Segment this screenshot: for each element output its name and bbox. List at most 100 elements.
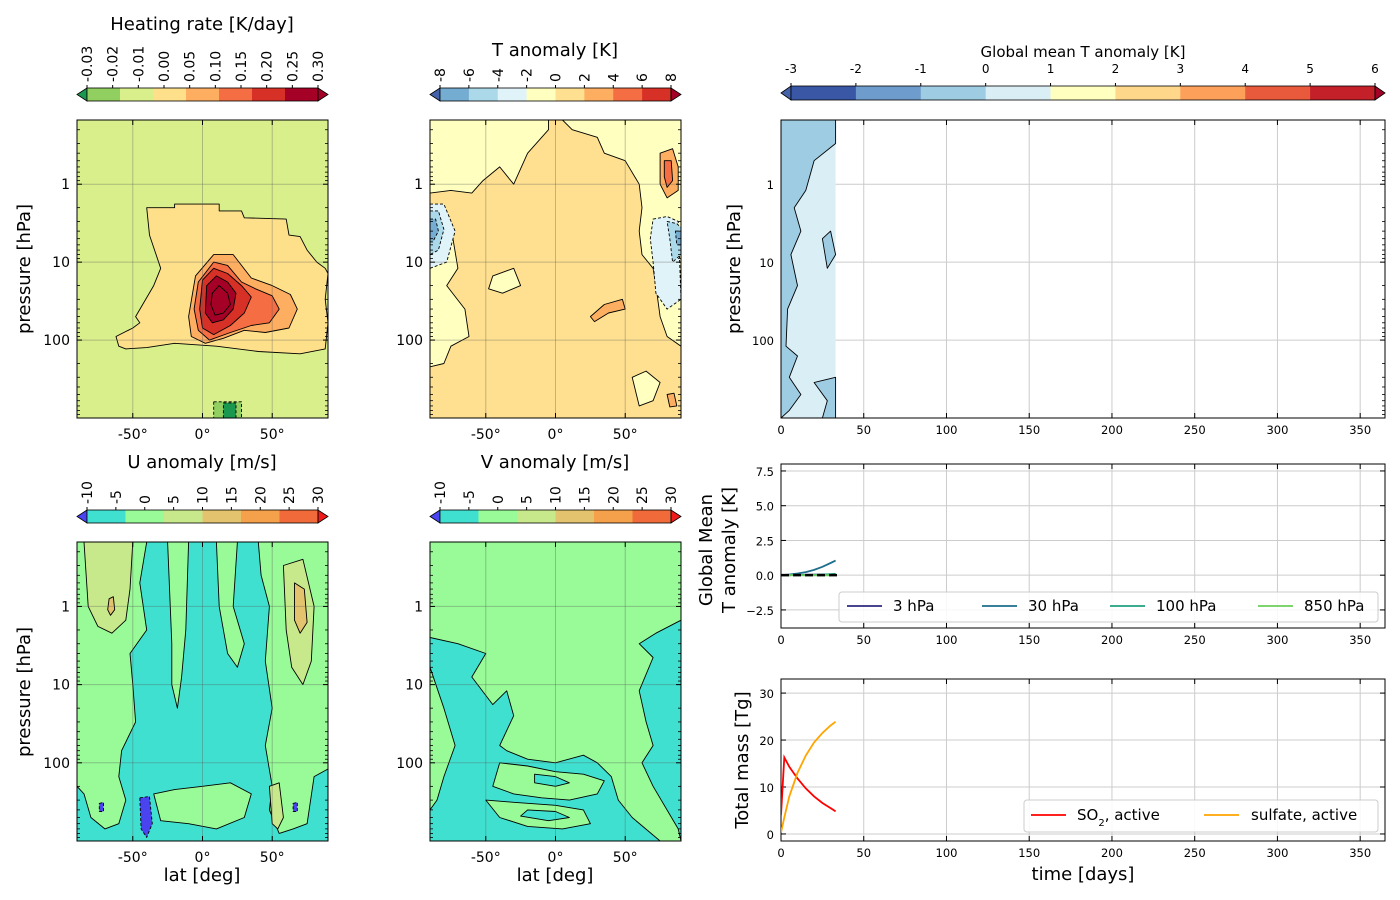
y-tick-label: 0 [767, 828, 774, 842]
colorbar-tick-label: 0.15 [234, 51, 250, 82]
legend: 3 hPa 30 hPa 100 hPa 850 hPa [838, 591, 1379, 623]
contour-level-2-to-4 [666, 392, 678, 408]
y-tick-label: 100 [396, 333, 423, 349]
v-anomaly-panel: -50° 0° 50° 1 10 100 -10 -5 0 5 10 15 20 25 30 V anomal… [396, 452, 682, 886]
colorbar-bin [252, 88, 286, 101]
colorbar-bin [517, 510, 556, 523]
y-tick-label: 1 [414, 599, 423, 615]
contour-level-4-to-6 [663, 160, 674, 188]
legend-label-1: sulfate, active [1251, 806, 1357, 824]
contour-level-minus5-to-0 [520, 809, 570, 822]
x-tick-label: 0 [777, 633, 784, 647]
x-tick-label: 150 [1018, 423, 1040, 437]
contour-level-0-to-minus2 [488, 267, 522, 294]
y-tick-label: 1 [61, 177, 70, 193]
colorbar-tick-label: 25 [635, 486, 651, 504]
colorbar-bin [920, 86, 987, 100]
x-tick-label: 50 [856, 846, 871, 860]
t-anomaly-panel: -50° 0° 50° 1 10 100 -8 -6 -4 -2 0 2 4 6 8 T anomaly [K… [396, 40, 682, 443]
colorbar-bin [87, 510, 126, 523]
colorbar-tick-label: -2 [850, 62, 862, 76]
colorbar: -0.03 -0.02 -0.01 0.00 0.05 0.10 0.15 0.20 0.25 0… [76, 46, 329, 102]
colorbar-tick-label: 6 [1371, 62, 1379, 76]
colorbar-bin [279, 510, 319, 523]
y-tick-label: 10 [405, 678, 423, 694]
colorbar-extend-max [670, 87, 682, 102]
colorbar-bin [555, 510, 595, 523]
colorbar-extend-min [76, 87, 88, 102]
contour-level-0-to-minus2 [430, 120, 549, 194]
x-axis-label: lat [deg] [517, 865, 594, 886]
colorbar-bin [584, 88, 614, 101]
colorbar-extend-min [429, 509, 441, 524]
colorbar-bin [1050, 86, 1116, 100]
y-tick-label: 7.5 [756, 465, 774, 479]
colorbar-tick-label: -1 [915, 62, 927, 76]
colorbar-tick-label: -10 [433, 481, 449, 504]
total-mass-panel: 0 50 100 150 200 250 300 350 0 10 20 30 SO2, active s… [732, 678, 1386, 885]
colorbar-extend-min [780, 85, 792, 101]
chart-title: T anomaly [K] [491, 40, 618, 61]
line-series-group [781, 559, 839, 577]
x-tick-label: 200 [1101, 633, 1123, 647]
x-tick-label: 0° [195, 427, 211, 443]
series-line-1 [781, 720, 837, 833]
colorbar-tick-label: 30 [664, 486, 680, 504]
colorbar-bin [440, 510, 479, 523]
legend-label-3: 850 hPa [1304, 597, 1364, 615]
y-tick-label: 20 [759, 734, 774, 748]
colorbar-bin [632, 510, 672, 523]
y-tick-label: 30 [759, 687, 774, 701]
colorbar-bin [468, 88, 499, 101]
y-tick-label: 100 [43, 756, 70, 772]
global-mean-t-line-panel: 0 50 100 150 200 250 300 350 −2.5 0.0 2.5 5.0 7.5 3 h… [696, 463, 1386, 647]
colorbar-tick-label: 15 [577, 486, 593, 504]
x-tick-label: 50 [856, 633, 871, 647]
legend-label-1: 30 hPa [1028, 597, 1079, 615]
chart-title: U anomaly [m/s] [127, 452, 276, 473]
colorbar-tick-label: -0.02 [106, 46, 122, 82]
colorbar-tick-label: 0.25 [285, 51, 301, 82]
colorbar-extend-max [1374, 85, 1386, 101]
colorbar-tick-label: 10 [549, 486, 565, 504]
colorbar-extend-max [317, 87, 329, 102]
y-tick-label: 1 [767, 178, 774, 192]
colorbar-bin [613, 88, 643, 101]
legend-label-0: 3 hPa [893, 597, 934, 615]
legend: SO2, active sulfate, active [1023, 799, 1379, 833]
colorbar-tick-label: -0.01 [131, 46, 147, 82]
contour-level-minus6-to-minus8 [674, 230, 681, 246]
colorbar-extend-min [429, 87, 441, 102]
colorbar-bin [791, 86, 857, 100]
y-tick-label: 0.0 [756, 569, 774, 583]
colorbar-bin [153, 88, 187, 101]
v-anomaly-field [430, 542, 681, 841]
contour-level-10-to-15 [294, 582, 308, 634]
y-tick-label: 5.0 [756, 500, 774, 514]
colorbar-bin [478, 510, 518, 523]
contour-level-min [222, 402, 237, 418]
colorbar-tick-label: -2 [520, 68, 536, 82]
colorbar-bin [202, 510, 242, 523]
x-tick-label: 300 [1266, 633, 1288, 647]
colorbar-tick-label: 3 [1177, 62, 1185, 76]
x-tick-label: -50° [118, 427, 148, 443]
colorbar: -10 -5 0 5 10 15 20 25 30 [429, 481, 682, 524]
contour-level-0-to-5 [430, 666, 456, 811]
colorbar-tick-label: -0.03 [80, 46, 96, 82]
x-tick-label: 0° [195, 850, 211, 866]
x-tick-label: 100 [936, 423, 958, 437]
colorbar-tick-label: -3 [785, 62, 797, 76]
colorbar-tick-label: 0.10 [208, 51, 224, 82]
x-tick-label: 350 [1349, 633, 1371, 647]
colorbar-bin [120, 88, 154, 101]
contour-level-0-to-5 [215, 542, 245, 668]
series-line-1 [781, 559, 836, 577]
colorbar-frame [790, 85, 1376, 101]
x-tick-label: 300 [1266, 846, 1288, 860]
legend-label-2: 100 hPa [1156, 597, 1216, 615]
colorbar-bin [642, 88, 672, 101]
global-mean-t-time-pressure-panel: 0 50 100 150 200 250 300 350 1 10 100 -3 -2 -1 0 1 2 3 4 5 6… [724, 43, 1386, 437]
colorbar-frame [86, 87, 319, 102]
contour-level-negative [98, 801, 104, 812]
